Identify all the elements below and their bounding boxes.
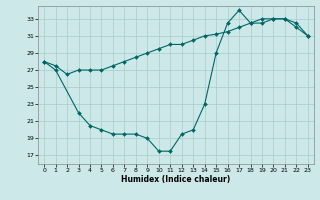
X-axis label: Humidex (Indice chaleur): Humidex (Indice chaleur) — [121, 175, 231, 184]
